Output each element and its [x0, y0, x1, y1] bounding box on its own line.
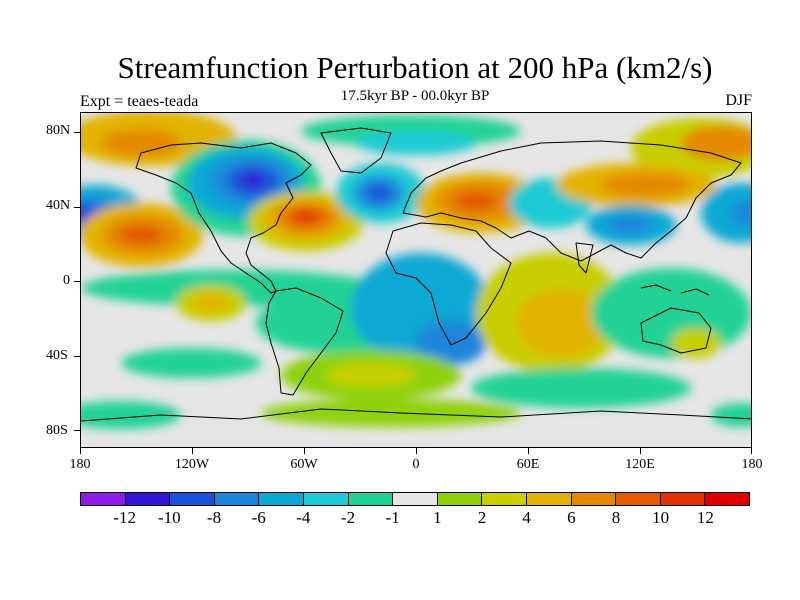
colorbar-swatch	[437, 493, 483, 505]
lat-tick	[74, 207, 80, 208]
lat-tick	[74, 430, 80, 431]
lat-tick	[74, 132, 80, 133]
colorbar-swatch	[616, 493, 661, 505]
colorbar-swatch	[259, 493, 304, 505]
colorbar-label: -1	[385, 508, 400, 527]
lon-label-60w: 60W	[290, 457, 318, 472]
colorbar-label: 8	[611, 508, 621, 527]
lon-label-120w: 120W	[174, 457, 210, 472]
lon-tick	[80, 448, 81, 454]
colorbar-swatch	[125, 493, 171, 505]
map-title: Streamfunction Perturbation at 200 hPa (…	[117, 50, 713, 85]
lon-label-180e: 180	[741, 457, 763, 472]
colorbar-swatch	[393, 493, 438, 505]
colorbar-swatch	[526, 493, 572, 505]
colorbar-label: 12	[696, 508, 714, 527]
colorbar-swatch	[348, 493, 394, 505]
lat-tick	[74, 356, 80, 357]
contour-fills	[81, 113, 751, 429]
lat-label-40s: 40S	[46, 348, 68, 363]
colorbar-label: 4	[522, 508, 531, 527]
map-plot-area	[80, 112, 752, 448]
lat-label-80n: 80N	[46, 123, 71, 138]
lon-label-120e: 120E	[625, 457, 655, 472]
lon-tick	[528, 448, 529, 454]
experiment-label: Expt = teaes-teada	[80, 93, 199, 110]
colorbar-swatch	[571, 493, 617, 505]
colorbar-label: 10	[652, 508, 670, 527]
lon-label-60e: 60E	[516, 457, 540, 472]
colorbar-label: -8	[206, 508, 222, 527]
map-subtitle: 17.5kyr BP - 00.0kyr BP	[340, 88, 490, 104]
lon-tick	[304, 448, 305, 454]
season-label: DJF	[725, 92, 752, 109]
lon-label-0: 0	[412, 457, 420, 472]
lat-label-40n: 40N	[46, 198, 71, 213]
colorbar-label: -4	[296, 508, 311, 527]
colorbar	[80, 492, 750, 506]
lon-tick	[416, 448, 417, 454]
lon-tick	[192, 448, 193, 454]
colorbar-label: -6	[251, 508, 266, 527]
lat-tick	[74, 281, 80, 282]
colorbar-swatch	[170, 493, 215, 505]
colorbar-label: 6	[567, 508, 576, 527]
colorbar-swatch	[303, 493, 349, 505]
colorbar-label: -2	[340, 508, 356, 527]
lon-tick	[640, 448, 641, 454]
colorbar-label: -10	[157, 508, 181, 527]
colorbar-swatch	[81, 493, 126, 505]
colorbar-swatch	[660, 493, 706, 505]
colorbar-label: 2	[477, 508, 487, 527]
colorbar-swatch	[214, 493, 260, 505]
streamfunction-map	[81, 113, 751, 447]
lon-tick	[751, 448, 752, 454]
colorbar-label: -12	[113, 508, 136, 527]
coastlines	[81, 127, 751, 422]
lat-label-0: 0	[63, 273, 70, 288]
colorbar-swatch	[705, 493, 749, 505]
lon-label-180w: 180	[69, 457, 91, 472]
lat-label-80s: 80S	[46, 423, 68, 438]
colorbar-swatch	[482, 493, 527, 505]
colorbar-label: 1	[433, 508, 442, 527]
